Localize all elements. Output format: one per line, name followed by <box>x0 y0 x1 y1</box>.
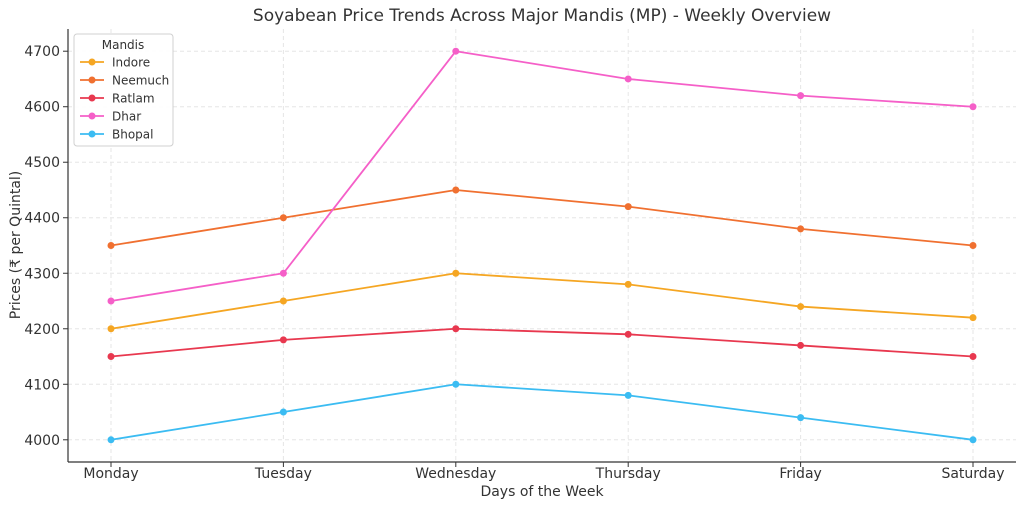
x-tick-label: Tuesday <box>254 466 312 482</box>
data-point <box>969 314 977 322</box>
y-tick-label: 4200 <box>24 322 60 338</box>
axes <box>67 29 1016 463</box>
y-tick-label: 4600 <box>24 100 60 116</box>
legend: Mandis Indore Neemuch Ratlam Dhar Bhopal <box>73 33 174 147</box>
series-line <box>110 327 974 358</box>
data-point <box>624 330 632 338</box>
data-point <box>107 436 115 444</box>
legend-swatch-marker <box>88 130 96 138</box>
legend-label: Ratlam <box>112 92 155 106</box>
data-point <box>969 353 977 361</box>
data-point <box>969 103 977 111</box>
legend-item-ratlam: Ratlam <box>80 92 155 106</box>
data-point <box>624 203 632 211</box>
y-tick-label: 4400 <box>24 211 60 227</box>
series-line <box>110 383 974 441</box>
series-line <box>110 189 974 247</box>
data-point <box>107 297 115 305</box>
legend-swatch-marker <box>88 58 96 66</box>
chart-title: Soyabean Price Trends Across Major Mandi… <box>253 6 831 26</box>
legend-swatch-marker <box>88 112 96 120</box>
series <box>107 47 977 444</box>
x-tick-label: Thursday <box>595 466 661 482</box>
data-point <box>797 225 805 233</box>
data-point <box>624 75 632 83</box>
x-tick-label: Saturday <box>941 466 1004 482</box>
legend-label: Neemuch <box>112 74 169 88</box>
y-tick-label: 4500 <box>24 155 60 171</box>
y-tick-label: 4100 <box>24 377 60 393</box>
series-neemuch <box>107 186 977 249</box>
data-point <box>279 214 287 222</box>
data-point <box>279 408 287 416</box>
x-axis-label: Days of the Week <box>480 484 604 500</box>
legend-swatch-marker <box>88 76 96 84</box>
y-axis-label: Prices (₹ per Quintal) <box>8 171 24 320</box>
data-point <box>452 269 460 277</box>
data-point <box>797 92 805 100</box>
legend-item-dhar: Dhar <box>80 110 141 124</box>
series-ratlam <box>107 325 977 361</box>
data-point <box>279 297 287 305</box>
legend-item-bhopal: Bhopal <box>80 128 153 142</box>
data-point <box>107 325 115 333</box>
y-tick-label: 4300 <box>24 266 60 282</box>
legend-label: Indore <box>112 56 150 70</box>
data-point <box>452 47 460 55</box>
series-line <box>110 50 974 302</box>
x-tick-label: Friday <box>779 466 821 482</box>
x-tick-label: Monday <box>83 466 138 482</box>
y-ticks: 4000 4100 4200 4300 4400 4500 4600 4700 <box>24 44 68 449</box>
legend-item-neemuch: Neemuch <box>80 74 169 88</box>
data-point <box>969 436 977 444</box>
y-tick-label: 4700 <box>24 44 60 60</box>
data-point <box>969 242 977 249</box>
legend-label: Dhar <box>112 110 141 124</box>
data-point <box>107 353 115 361</box>
data-point <box>624 391 632 399</box>
data-point <box>279 336 287 344</box>
data-point <box>624 280 632 288</box>
y-tick-label: 4000 <box>24 433 60 449</box>
x-ticks: Monday Tuesday Wednesday Thursday Friday Satu… <box>83 462 1005 482</box>
series-bhopal <box>107 380 977 444</box>
grid <box>68 29 1016 462</box>
data-point <box>452 186 460 194</box>
series-dhar <box>107 47 977 305</box>
legend-label: Bhopal <box>112 128 153 142</box>
series-indore <box>107 269 977 333</box>
x-tick-label: Wednesday <box>415 466 496 482</box>
data-point <box>797 341 805 349</box>
legend-item-indore: Indore <box>80 56 150 70</box>
data-point <box>279 269 287 277</box>
data-point <box>107 242 115 249</box>
data-point <box>452 380 460 388</box>
legend-title: Mandis <box>102 38 145 52</box>
series-line <box>110 272 974 330</box>
legend-swatch-marker <box>88 94 96 102</box>
data-point <box>452 325 460 333</box>
data-point <box>797 303 805 311</box>
data-point <box>797 414 805 422</box>
